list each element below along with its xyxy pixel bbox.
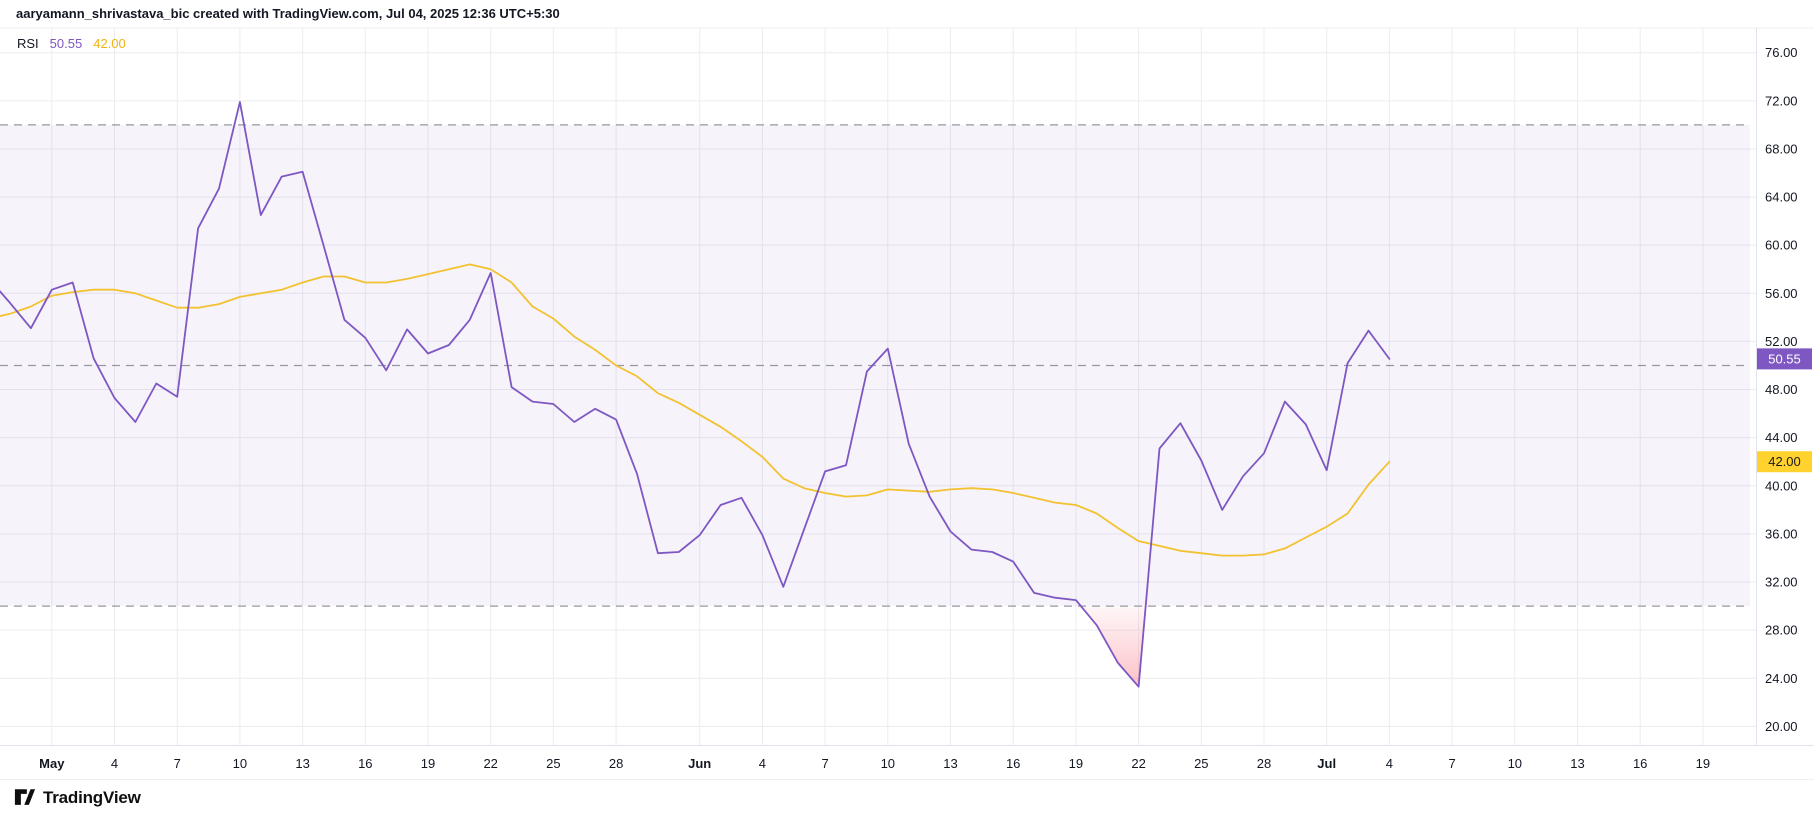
x-tick-label: 4 (759, 756, 766, 771)
x-tick-label: 4 (111, 756, 118, 771)
x-tick-label: 25 (1194, 756, 1208, 771)
y-tick-label: 32.00 (1765, 575, 1798, 590)
y-tick-label: 60.00 (1765, 238, 1798, 253)
y-tick-label: 36.00 (1765, 526, 1798, 541)
x-tick-label: 10 (881, 756, 895, 771)
y-tick-label: 52.00 (1765, 334, 1798, 349)
x-tick-label: 22 (1131, 756, 1145, 771)
rsi-line (0, 101, 1391, 688)
x-tick-label: 4 (1386, 756, 1393, 771)
oversold-area (1080, 606, 1146, 687)
x-tick-label: 13 (1570, 756, 1584, 771)
ma-last-value: 42.00 (93, 36, 126, 51)
x-tick-label: 7 (821, 756, 828, 771)
y-tick-label: 40.00 (1765, 478, 1798, 493)
badge-bg (1757, 451, 1812, 473)
y-tick-label: 20.00 (1765, 719, 1798, 734)
x-tick-label: 19 (1069, 756, 1083, 771)
rsi-price-badge: 50.55 (1757, 348, 1812, 370)
indicator-legend[interactable]: RSI 50.55 42.00 (17, 36, 126, 51)
chart-canvas[interactable]: 76.00 72.00 68.00 64.00 60.00 56.00 52.00 48.00… (0, 0, 1814, 782)
x-tick-label: 25 (546, 756, 560, 771)
x-tick-label: 13 (295, 756, 309, 771)
price-axis[interactable]: 76.00 72.00 68.00 64.00 60.00 56.00 52.00 48.00… (1765, 45, 1798, 734)
grid-lines (0, 28, 1757, 746)
y-tick-label: 72.00 (1765, 93, 1798, 108)
indicator-name[interactable]: RSI (17, 36, 39, 51)
rsi-last-value: 50.55 (49, 36, 83, 51)
x-tick-label: 13 (943, 756, 957, 771)
tradingview-logo-text: TradingView (43, 787, 141, 807)
x-tick-label: 7 (174, 756, 181, 771)
ma-price-badge: 42.00 (1757, 451, 1812, 473)
time-axis[interactable]: May 4 7 10 13 16 19 22 25 28 Jun 4 7 10 13 16 19 22 25 28 Ju… (39, 756, 1710, 771)
chart-title: aaryamann_shrivastava_bic created with T… (16, 6, 560, 21)
tradingview-logo-icon (14, 789, 36, 805)
y-tick-label: 24.00 (1765, 671, 1798, 686)
x-tick-label: 19 (421, 756, 435, 771)
x-tick-label: 28 (1257, 756, 1271, 771)
y-tick-label: 44.00 (1765, 430, 1798, 445)
y-tick-label: 48.00 (1765, 382, 1798, 397)
x-tick-label: 7 (1448, 756, 1455, 771)
y-tick-label: 28.00 (1765, 623, 1798, 638)
x-tick-label: Jun (688, 756, 711, 771)
y-tick-label: 64.00 (1765, 190, 1798, 205)
badge-label: 42.00 (1768, 454, 1801, 469)
y-tick-label: 56.00 (1765, 286, 1798, 301)
y-tick-label: 76.00 (1765, 45, 1798, 60)
x-tick-label: 10 (233, 756, 247, 771)
badge-label: 50.55 (1768, 351, 1801, 366)
x-tick-label: Jul (1317, 756, 1336, 771)
x-tick-label: 28 (609, 756, 623, 771)
x-tick-label: 16 (1006, 756, 1020, 771)
x-tick-label: May (39, 756, 65, 771)
x-tick-label: 19 (1696, 756, 1710, 771)
ma-line (0, 263, 1391, 557)
y-tick-label: 68.00 (1765, 141, 1798, 156)
x-tick-label: 22 (483, 756, 497, 771)
tradingview-logo[interactable]: TradingView (14, 787, 141, 808)
x-tick-label: 16 (1633, 756, 1647, 771)
x-tick-label: 16 (358, 756, 372, 771)
badge-bg (1757, 348, 1812, 370)
x-tick-label: 10 (1508, 756, 1522, 771)
